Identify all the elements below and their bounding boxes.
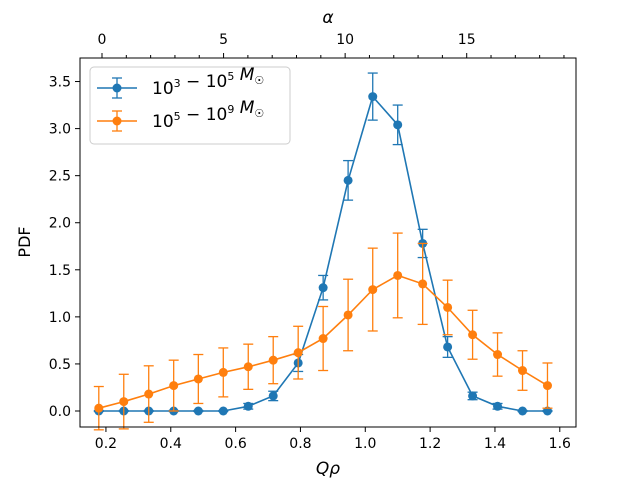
data-point	[343, 310, 353, 320]
data-point	[119, 397, 129, 407]
legend-marker	[112, 116, 122, 126]
data-point	[193, 374, 203, 384]
data-point	[268, 391, 278, 401]
data-point	[468, 391, 478, 401]
x-axis: 0.2 0.4 0.6 0.8 1.0 1.2 1.4 1.6	[95, 427, 571, 452]
data-point	[393, 120, 403, 130]
legend: 103 − 105 M☉105 − 109 M☉	[89, 65, 291, 145]
data-point	[268, 355, 278, 365]
legend-label-part: M	[234, 98, 254, 118]
data-point	[218, 367, 228, 377]
data-point	[169, 381, 179, 391]
legend-label-part: 5	[174, 110, 181, 123]
top-tick-label: 5	[219, 32, 228, 48]
legend-entry-2: 105 − 109 M☉	[97, 98, 264, 132]
legend-label-part: − 10	[181, 72, 228, 92]
legend-label-part: 3	[174, 77, 181, 90]
legend-label-part: 5	[227, 70, 234, 83]
data-point	[318, 283, 328, 293]
legend-label-part: ☉	[254, 74, 264, 87]
x-tick-label: 0.6	[224, 436, 246, 452]
x-tick-label: 1.0	[354, 436, 376, 452]
top-tick-label: 15	[458, 32, 476, 48]
top-axis: 0 5 10 15	[98, 32, 565, 58]
data-point	[493, 401, 503, 411]
top-axis-label: α	[322, 8, 333, 28]
legend-label-part: 9	[227, 103, 234, 116]
y-tick-label: 2.0	[49, 216, 71, 232]
legend-label-part: ☉	[254, 107, 264, 120]
x-tick-label: 0.8	[289, 436, 311, 452]
data-point	[318, 334, 328, 344]
data-point	[493, 350, 503, 360]
x-tick-label: 1.2	[419, 436, 441, 452]
x-tick-label: 1.6	[549, 436, 571, 452]
legend-label: 103 − 105 M☉	[152, 65, 264, 99]
data-point	[218, 406, 228, 416]
data-point	[243, 362, 253, 372]
x-tick-label: 0.4	[160, 436, 182, 452]
data-point	[343, 175, 353, 185]
y-tick-label: 2.5	[49, 169, 71, 185]
y-tick-label: 3.0	[49, 122, 71, 138]
data-point	[94, 403, 104, 413]
x-axis-label: Qρ	[316, 459, 340, 479]
data-point	[443, 302, 453, 312]
legend-box	[89, 66, 291, 145]
y-tick-label: 3.5	[49, 75, 71, 91]
x-tick-label: 1.4	[484, 436, 506, 452]
top-tick-label: 10	[336, 32, 354, 48]
data-point	[468, 330, 478, 340]
y-axis-label: PDF	[15, 226, 34, 257]
data-point	[293, 348, 303, 358]
plot-frame	[79, 57, 577, 428]
top-tick-label: 0	[98, 32, 107, 48]
legend-label-part: M	[234, 65, 254, 85]
y-tick-label: 1.0	[49, 310, 71, 326]
legend-label-part: 10	[152, 79, 174, 99]
data-point	[542, 381, 552, 391]
data-point	[368, 92, 378, 102]
data-point	[193, 406, 203, 416]
legend-entry-1: 103 − 105 M☉	[97, 65, 264, 99]
x-tick-label: 0.2	[95, 436, 117, 452]
y-tick-label: 0.5	[49, 357, 71, 373]
y-tick-label: 0.0	[49, 404, 71, 420]
series-2	[93, 232, 553, 431]
data-point	[518, 406, 528, 416]
data-point	[393, 270, 403, 280]
data-point	[518, 366, 528, 376]
series-layer	[93, 72, 553, 431]
legend-label-part: 10	[152, 112, 174, 132]
legend-label: 105 − 109 M☉	[152, 98, 264, 132]
data-point	[418, 279, 428, 289]
y-axis: 0.0 0.5 1.0 1.5 2.0 2.5 3.0 3.5	[49, 75, 80, 420]
data-point	[243, 401, 253, 411]
data-point	[144, 389, 154, 399]
data-point	[443, 342, 453, 352]
data-point	[368, 285, 378, 295]
y-tick-label: 1.5	[49, 263, 71, 279]
legend-marker	[112, 83, 122, 93]
legend-label-part: − 10	[181, 105, 228, 125]
